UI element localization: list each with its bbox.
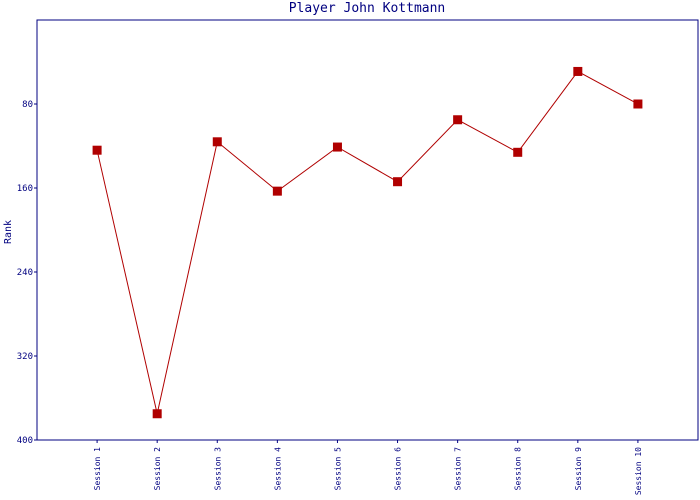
chart-title: Player John Kottmann	[289, 1, 446, 16]
y-tick-label: 320	[17, 352, 33, 362]
point-marker	[393, 177, 403, 187]
point-marker	[332, 142, 342, 152]
point-marker	[272, 186, 282, 196]
x-tick-label: Session 9	[574, 447, 583, 491]
x-tick-label: Session 7	[454, 447, 463, 491]
y-tick-label: 240	[17, 268, 33, 278]
point-marker	[633, 99, 643, 109]
y-tick-label: 400	[17, 436, 33, 446]
point-marker	[453, 115, 463, 125]
y-tick-label: 160	[17, 184, 33, 194]
plot-area	[36, 19, 699, 441]
x-tick-label: Session 2	[153, 447, 162, 491]
x-tick-label: Session 10	[634, 447, 643, 495]
point-marker	[212, 137, 222, 147]
x-tick-label: Session 8	[514, 447, 523, 491]
point-marker	[92, 145, 102, 155]
x-tick-label: Session 4	[273, 447, 282, 491]
point-marker	[152, 409, 162, 419]
x-tick-label: Session 3	[213, 447, 222, 491]
x-tick-label: Session 1	[93, 447, 102, 491]
y-tick-label: 80	[22, 100, 33, 110]
series-line	[96, 70, 639, 414]
point-marker	[513, 147, 523, 157]
x-tick-label: Session 6	[394, 447, 403, 491]
x-tick-label: Session 5	[333, 447, 342, 491]
point-marker	[573, 66, 583, 76]
y-axis-label: Rank	[3, 220, 14, 244]
